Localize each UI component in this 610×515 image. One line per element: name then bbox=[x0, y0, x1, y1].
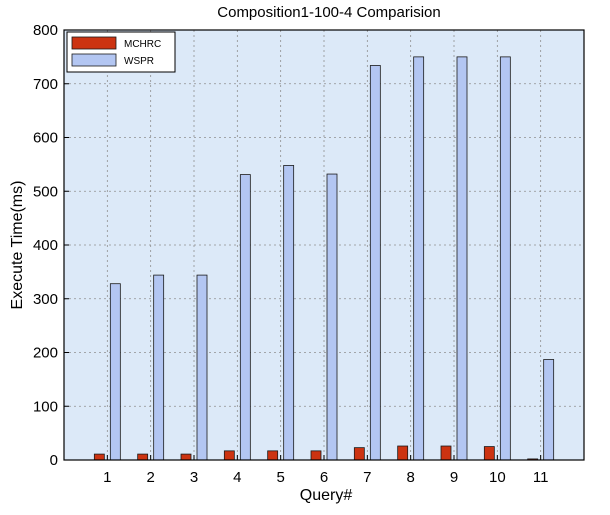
x-tick-label: 1 bbox=[103, 469, 111, 486]
x-tick-label: 2 bbox=[146, 469, 154, 486]
bar-mchrc-3 bbox=[180, 453, 192, 461]
legend-label-wspr: WSPR bbox=[124, 56, 154, 67]
y-tick-label: 0 bbox=[50, 452, 58, 469]
bars bbox=[93, 56, 555, 461]
bar-mchrc-4 bbox=[223, 450, 235, 461]
grid-lines bbox=[64, 30, 584, 460]
bar-wspr-11 bbox=[543, 359, 555, 461]
bar-mchrc-5 bbox=[267, 450, 279, 461]
bar-wspr-7 bbox=[369, 65, 381, 461]
bar-mchrc-1 bbox=[93, 453, 105, 461]
bar-mchrc-9 bbox=[440, 445, 452, 461]
bar-wspr-5 bbox=[283, 165, 295, 461]
chart-title: Composition1-100-4 Comparision bbox=[217, 4, 440, 21]
bar-wspr-1 bbox=[109, 283, 121, 461]
legend-swatch-wspr bbox=[71, 53, 117, 67]
y-tick-label: 600 bbox=[33, 130, 58, 147]
y-axis-ticks: 0 100 200 300 400 500 600 700 800 bbox=[33, 22, 69, 469]
x-tick-label: 4 bbox=[233, 469, 241, 486]
x-tick-label: 7 bbox=[363, 469, 371, 486]
legend-swatch-mchrc bbox=[71, 36, 117, 50]
x-axis-label: Query# bbox=[300, 487, 353, 504]
y-tick-label: 800 bbox=[33, 22, 58, 39]
y-tick-label: 100 bbox=[33, 398, 58, 415]
bar-wspr-2 bbox=[153, 274, 165, 461]
bar-mchrc-6 bbox=[310, 450, 322, 461]
legend: MCHRC WSPR bbox=[66, 31, 176, 73]
bar-wspr-8 bbox=[413, 56, 425, 461]
bar-wspr-6 bbox=[326, 173, 338, 461]
y-tick-label: 500 bbox=[33, 183, 58, 200]
x-tick-label: 10 bbox=[489, 469, 506, 486]
x-tick-label: 5 bbox=[276, 469, 284, 486]
y-axis-label: Execute Time(ms) bbox=[9, 181, 26, 310]
bar-wspr-9 bbox=[456, 56, 468, 461]
y-tick-label: 400 bbox=[33, 237, 58, 254]
bar-mchrc-8 bbox=[397, 445, 409, 461]
bar-mchrc-10 bbox=[483, 446, 495, 461]
y-tick-label: 300 bbox=[33, 291, 58, 308]
x-tick-label: 6 bbox=[320, 469, 328, 486]
x-axis-ticks: 1 2 3 4 5 6 7 8 9 10 11 bbox=[103, 455, 548, 486]
x-tick-label: 3 bbox=[190, 469, 198, 486]
bar-wspr-4 bbox=[239, 174, 251, 461]
bar-wspr-3 bbox=[196, 274, 208, 461]
bar-mchrc-7 bbox=[353, 447, 365, 461]
x-tick-label: 8 bbox=[406, 469, 414, 486]
y-tick-label: 200 bbox=[33, 345, 58, 362]
x-tick-label: 9 bbox=[450, 469, 458, 486]
x-tick-label: 11 bbox=[533, 469, 549, 486]
plot-frame bbox=[63, 29, 585, 461]
legend-label-mchrc: MCHRC bbox=[124, 39, 161, 50]
bar-mchrc-2 bbox=[137, 453, 149, 461]
y-tick-label: 700 bbox=[33, 76, 58, 93]
bar-wspr-10 bbox=[499, 56, 511, 461]
